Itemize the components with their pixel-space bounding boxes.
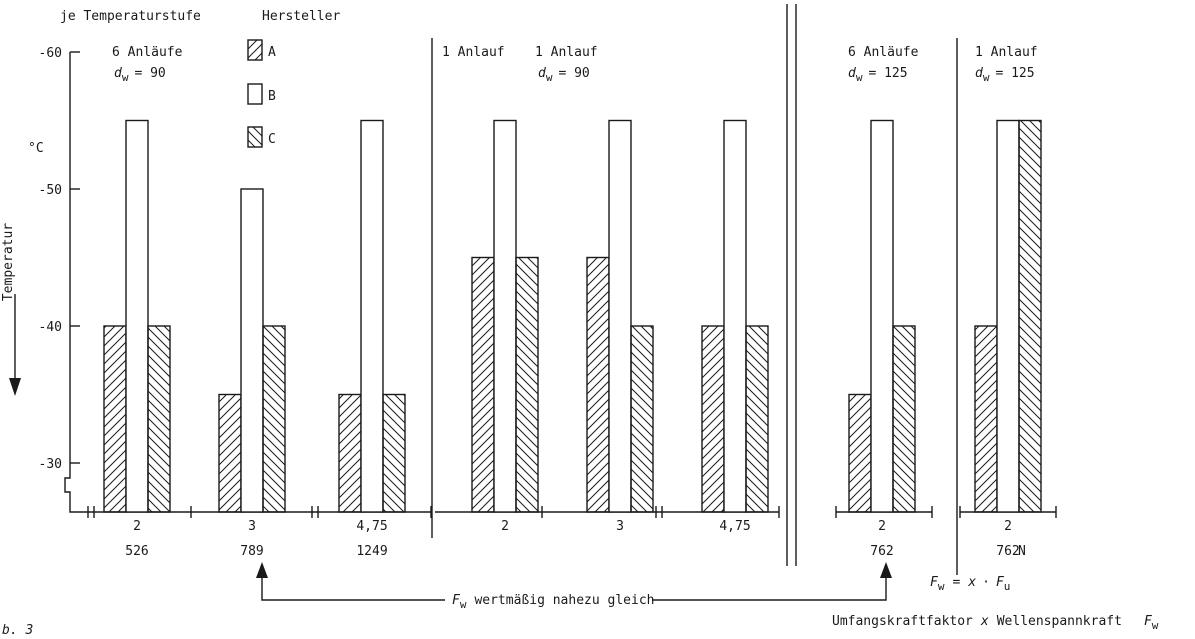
- bar-c: [630, 325, 654, 513]
- group-labels: 2 526 3 789 4,75 1249 2 3 4,75 2 762 2 762: [125, 519, 1019, 559]
- y-tick-label: -40: [39, 320, 62, 335]
- group-label-factor: 2: [501, 519, 509, 534]
- bar-b: [723, 119, 747, 513]
- panel-header-text: 1 Anlauf: [975, 45, 1038, 60]
- annotation-line-left: [261, 566, 445, 601]
- legend-label-b: B: [268, 89, 276, 104]
- legend-item-c: C: [247, 126, 276, 148]
- group-label-force: 1249: [356, 544, 387, 559]
- group-label-factor: 2: [1004, 519, 1012, 534]
- legend-swatch-b: [247, 83, 263, 105]
- group-label-factor: 4,75: [719, 519, 750, 534]
- unit-n: N: [1018, 544, 1026, 559]
- panel-header-text: 1 Anlauf: [442, 45, 505, 60]
- legend-label-c: C: [268, 132, 276, 147]
- bar-c: [147, 325, 171, 513]
- y-axis: -60 -50 -40 -30 °C Temperatur: [1, 46, 88, 513]
- group-label-factor: 3: [616, 519, 624, 534]
- bar-c: [515, 256, 539, 513]
- bar-c: [382, 393, 406, 513]
- legend-item-b: B: [247, 83, 276, 105]
- bar-a: [848, 393, 872, 513]
- y-unit: °C: [28, 141, 44, 156]
- panel-dw-label: dw = 125: [848, 66, 908, 84]
- panel-header-2: 1 Anlauf: [442, 45, 505, 60]
- group-label-factor: 3: [248, 519, 256, 534]
- bar-b: [493, 119, 517, 513]
- group-label-factor: 2: [878, 519, 886, 534]
- panel-header-text: 6 Anläufe: [848, 45, 919, 60]
- panel-header-5: 1 Anlauf dw = 125: [975, 45, 1038, 84]
- footer-definition: Umfangskraftfaktor x Wellenspannkraft Fw: [832, 614, 1159, 632]
- bar-a: [471, 256, 495, 513]
- legend: A B C: [247, 39, 276, 148]
- bar-c: [892, 325, 916, 513]
- legend-item-a: A: [247, 39, 276, 61]
- arrow-up-icon: [880, 562, 892, 578]
- y-ticks: -60 -50 -40 -30: [39, 46, 80, 472]
- panel-dw-label: dw = 90: [538, 66, 590, 84]
- group-label-force: 526: [125, 544, 148, 559]
- annotation-line-right: [652, 566, 887, 601]
- bar-a: [974, 325, 998, 513]
- bar-c: [1018, 119, 1042, 513]
- arrow-up-icon: [256, 562, 268, 578]
- legend-label-a: A: [268, 45, 276, 60]
- y-axis-arrow-icon: [9, 378, 21, 396]
- legend-swatch-a: [247, 39, 263, 61]
- bars: [103, 119, 1042, 513]
- bar-a: [586, 256, 610, 513]
- legend-title: Hersteller: [262, 9, 340, 24]
- legend-title-left: je Temperaturstufe: [60, 9, 201, 24]
- y-tick-label: -60: [39, 46, 62, 61]
- figure-label: b. 3: [2, 623, 33, 638]
- y-tick-label: -50: [39, 183, 62, 198]
- bar-b: [870, 119, 894, 513]
- bar-a: [103, 325, 127, 513]
- bar-b: [996, 119, 1020, 513]
- annotation-text: Fw wertmäßig nahezu gleich: [452, 593, 654, 611]
- y-axis-line: [64, 52, 88, 513]
- group-label-force: 789: [240, 544, 263, 559]
- group-label-factor: 4,75: [356, 519, 387, 534]
- bar-b: [608, 119, 632, 513]
- group-label-factor: 2: [133, 519, 141, 534]
- y-tick-label: -30: [39, 457, 62, 472]
- bar-a: [218, 393, 242, 513]
- group-label-force: 762: [870, 544, 893, 559]
- formula: Fw = x · Fu: [930, 575, 1010, 593]
- panel-dw-label: dw = 125: [975, 66, 1035, 84]
- bar-c: [745, 325, 769, 513]
- panel-header-4: 6 Anläufe dw = 125: [848, 45, 919, 84]
- bar-b: [240, 188, 264, 513]
- annotation-arrow: Fw wertmäßig nahezu gleich: [256, 562, 892, 611]
- panel-dw-label: dw = 90: [114, 66, 166, 84]
- legend-swatch-c: [247, 126, 263, 148]
- bar-a: [338, 393, 362, 513]
- panel-header-text: 1 Anlauf: [535, 45, 598, 60]
- group-label-force: 762: [996, 544, 1019, 559]
- panel-header-3: 1 Anlauf dw = 90: [535, 45, 598, 84]
- y-axis-title: Temperatur: [1, 223, 16, 301]
- bar-c: [262, 325, 286, 513]
- panel-header-text: 6 Anläufe: [112, 45, 183, 60]
- bar-b: [125, 119, 149, 513]
- bar-b: [360, 119, 384, 513]
- panel-header-1: 6 Anläufe dw = 90: [112, 45, 183, 84]
- bar-a: [701, 325, 725, 513]
